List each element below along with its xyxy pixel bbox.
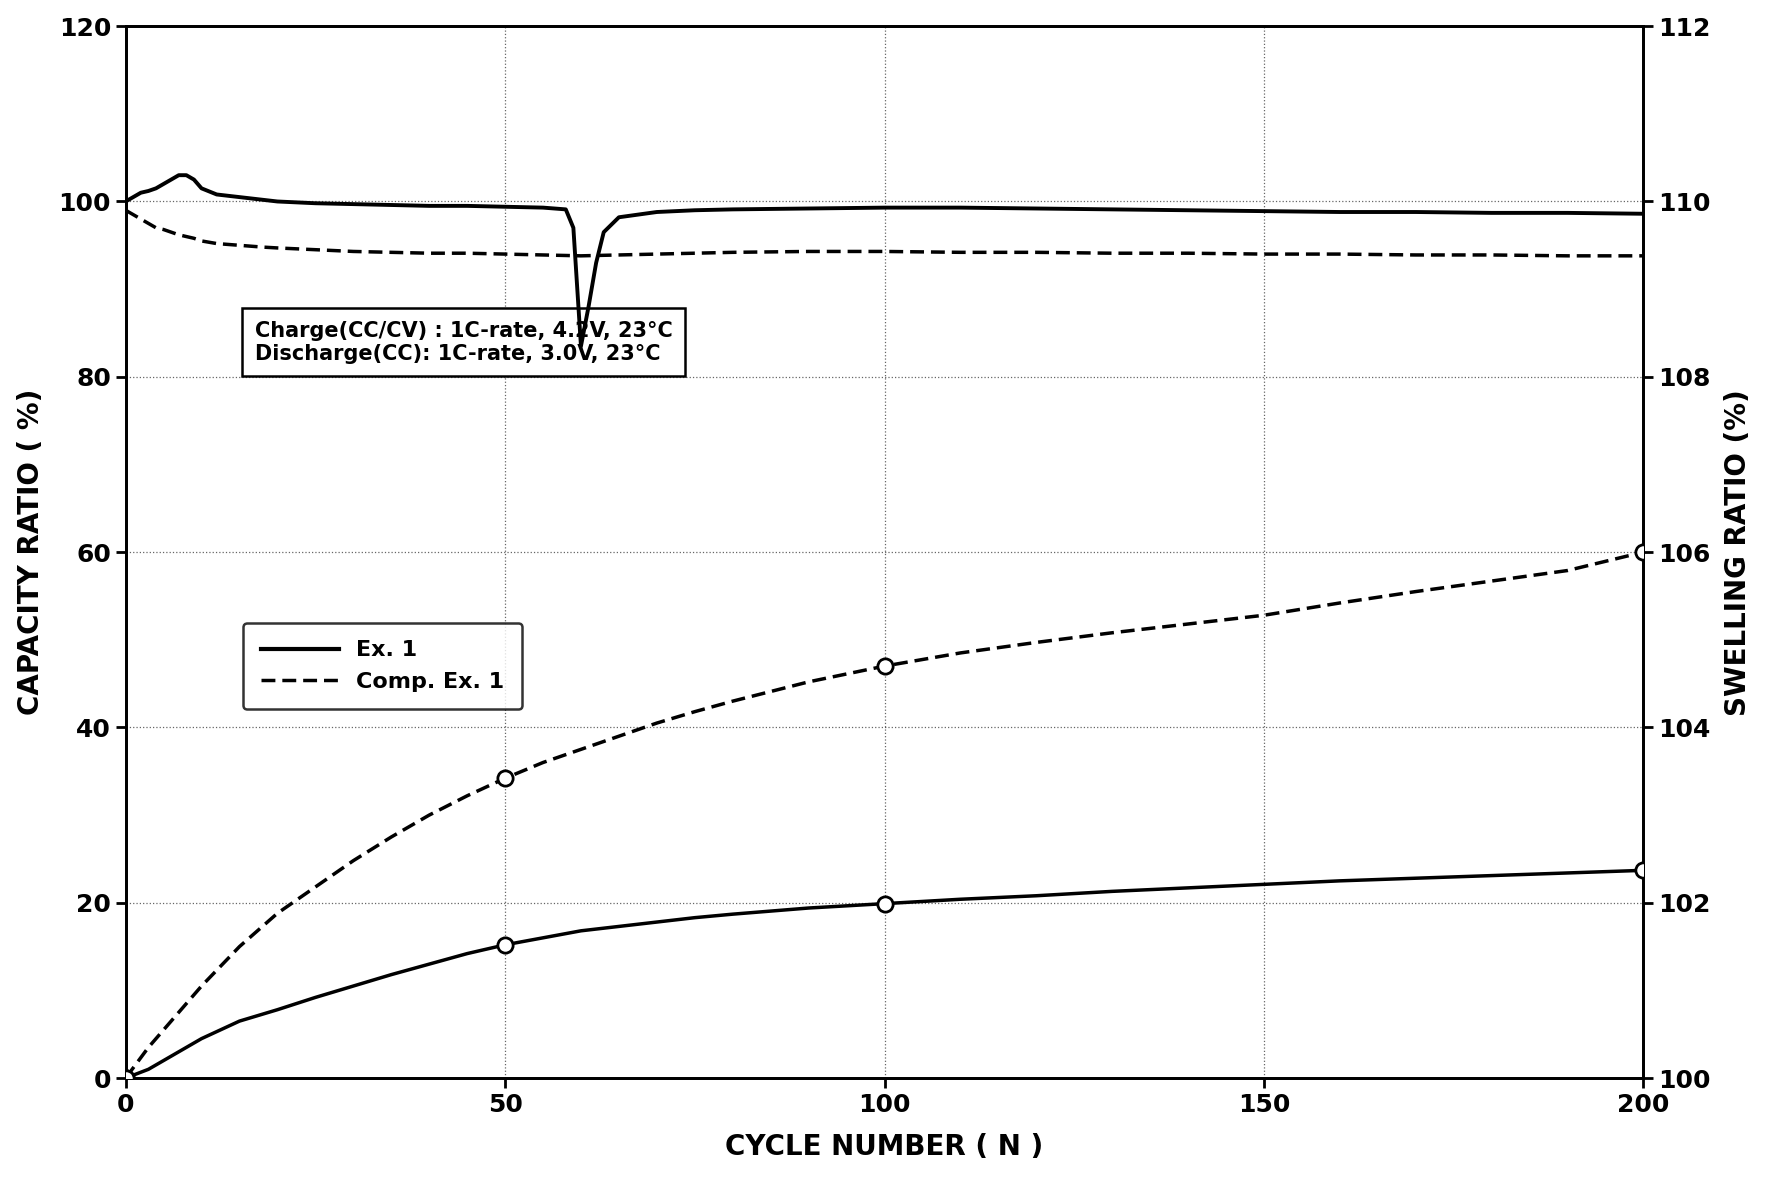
Y-axis label: CAPACITY RATIO ( %): CAPACITY RATIO ( %) — [16, 389, 44, 715]
Legend: Ex. 1, Comp. Ex. 1: Ex. 1, Comp. Ex. 1 — [242, 623, 522, 709]
Y-axis label: SWELLING RATIO (%): SWELLING RATIO (%) — [1725, 389, 1753, 715]
Text: Charge(CC/CV) : 1C-rate, 4.2V, 23°C
Discharge(CC): 1C-rate, 3.0V, 23°C: Charge(CC/CV) : 1C-rate, 4.2V, 23°C Disc… — [255, 320, 672, 364]
X-axis label: CYCLE NUMBER ( N ): CYCLE NUMBER ( N ) — [725, 1133, 1044, 1162]
